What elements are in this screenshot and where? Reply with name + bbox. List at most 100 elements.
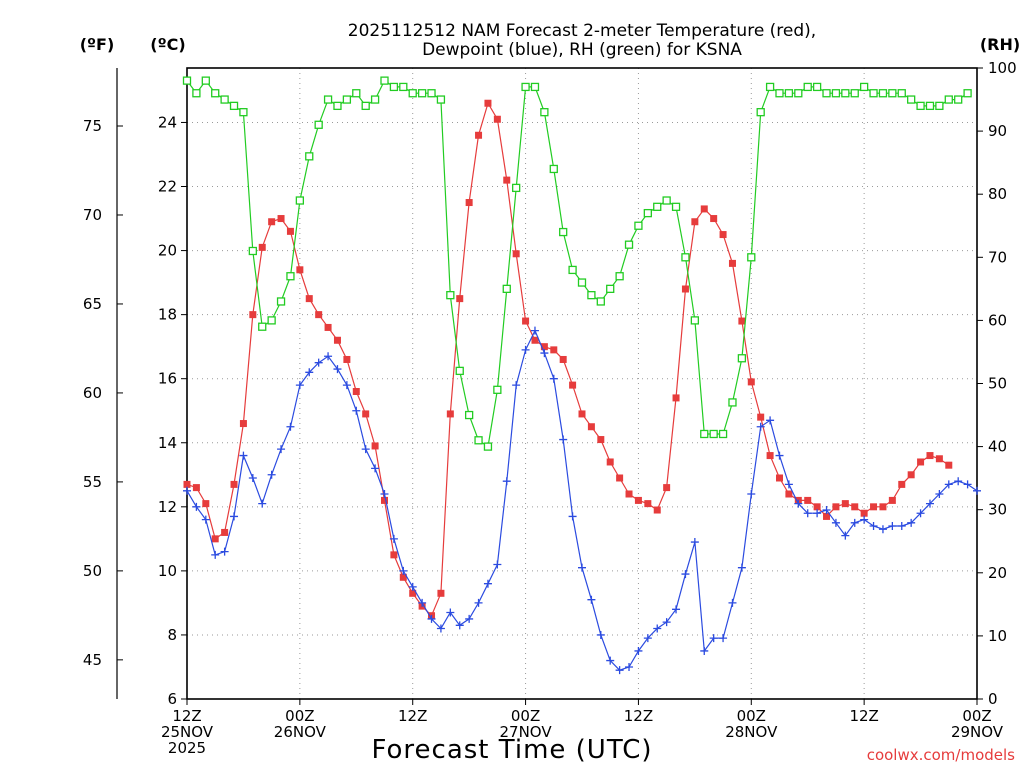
x-tick-label: 12Z [172,707,201,725]
data-point [850,89,859,98]
rh-tick-label: 100 [988,59,1017,77]
credit-link[interactable]: coolwx.com/models [867,746,1015,764]
data-point [286,422,295,431]
data-point [201,76,210,85]
x-tick-label: 12Z [624,707,653,725]
data-point [522,317,530,325]
data-point [305,152,314,161]
rh-tick-label: 10 [988,627,1007,645]
data-point [756,422,765,431]
data-point [831,518,840,527]
plot-frame [186,67,978,700]
data-point [935,490,944,499]
data-point [333,336,341,344]
series-celsius-filled-square [183,99,953,620]
data-point [493,385,502,394]
x-tick-label: 12Z [398,707,427,725]
data-point [361,445,370,454]
data-point [578,563,586,572]
celsius-tick-label: 18 [158,306,177,324]
unit-rh-label: (RH) [980,35,1020,54]
data-point [446,608,455,617]
data-point [850,518,859,527]
data-point [917,458,925,466]
data-point [502,284,511,294]
celsius-tick-label: 6 [167,690,177,708]
data-point [897,89,906,98]
data-point [625,490,633,498]
data-point [897,522,906,531]
data-point [606,458,614,466]
data-point [916,509,925,518]
data-point [709,429,718,439]
data-point [690,316,700,325]
series-line [186,101,950,617]
data-point [784,89,794,98]
fahrenheit-tick-label: 70 [83,206,102,224]
celsius-tick-label: 10 [158,562,177,580]
data-point [333,365,342,374]
data-point [267,316,276,325]
data-point [436,624,445,633]
data-point [804,496,812,504]
data-point [822,89,831,98]
data-point [785,490,793,498]
x-tick-label: 2025 [168,739,206,757]
data-point [860,515,869,524]
data-point [267,470,276,479]
data-point [305,368,314,377]
data-point [362,410,370,418]
data-point [390,551,398,559]
data-point [455,366,464,376]
data-point [606,284,615,294]
data-point [907,95,916,104]
data-point [258,499,267,508]
data-point [381,496,388,504]
rh-tick-label: 40 [988,438,1007,456]
data-point [681,285,689,293]
data-point [568,512,577,521]
data-point [286,272,295,281]
data-point [945,461,953,469]
data-point [775,451,784,460]
data-point [408,582,417,591]
data-point [878,89,888,98]
data-point [672,394,680,402]
data-point [803,509,812,518]
data-point [728,259,736,267]
fahrenheit-tick-label: 65 [83,295,102,313]
data-point [728,598,737,607]
data-point [540,108,549,117]
data-point [907,518,916,527]
data-point [653,506,661,514]
data-point [691,218,699,226]
data-point [587,423,595,431]
celsius-tick-label: 8 [167,626,177,644]
x-tick-label: 12Z [849,707,878,725]
data-point [831,89,841,98]
data-point [455,621,464,630]
data-point [277,215,285,223]
data-point [700,205,708,213]
data-point [324,323,332,331]
celsius-tick-label: 12 [158,498,177,516]
data-point [963,89,972,98]
data-point [352,406,361,415]
data-point [277,445,286,454]
data-point [681,570,690,579]
x-tick-label: 28NOV [725,723,778,741]
data-point [211,550,220,559]
data-point [643,634,652,643]
data-point [925,499,934,508]
data-point [465,199,473,207]
data-point [737,354,747,363]
data-point [973,486,981,495]
rh-tick-label: 30 [988,501,1007,519]
data-point [747,253,756,262]
data-point [370,95,380,104]
celsius-tick-label: 14 [158,434,177,452]
series-line [186,329,978,671]
data-point [230,480,238,488]
data-point [653,624,662,633]
data-point [475,131,483,139]
